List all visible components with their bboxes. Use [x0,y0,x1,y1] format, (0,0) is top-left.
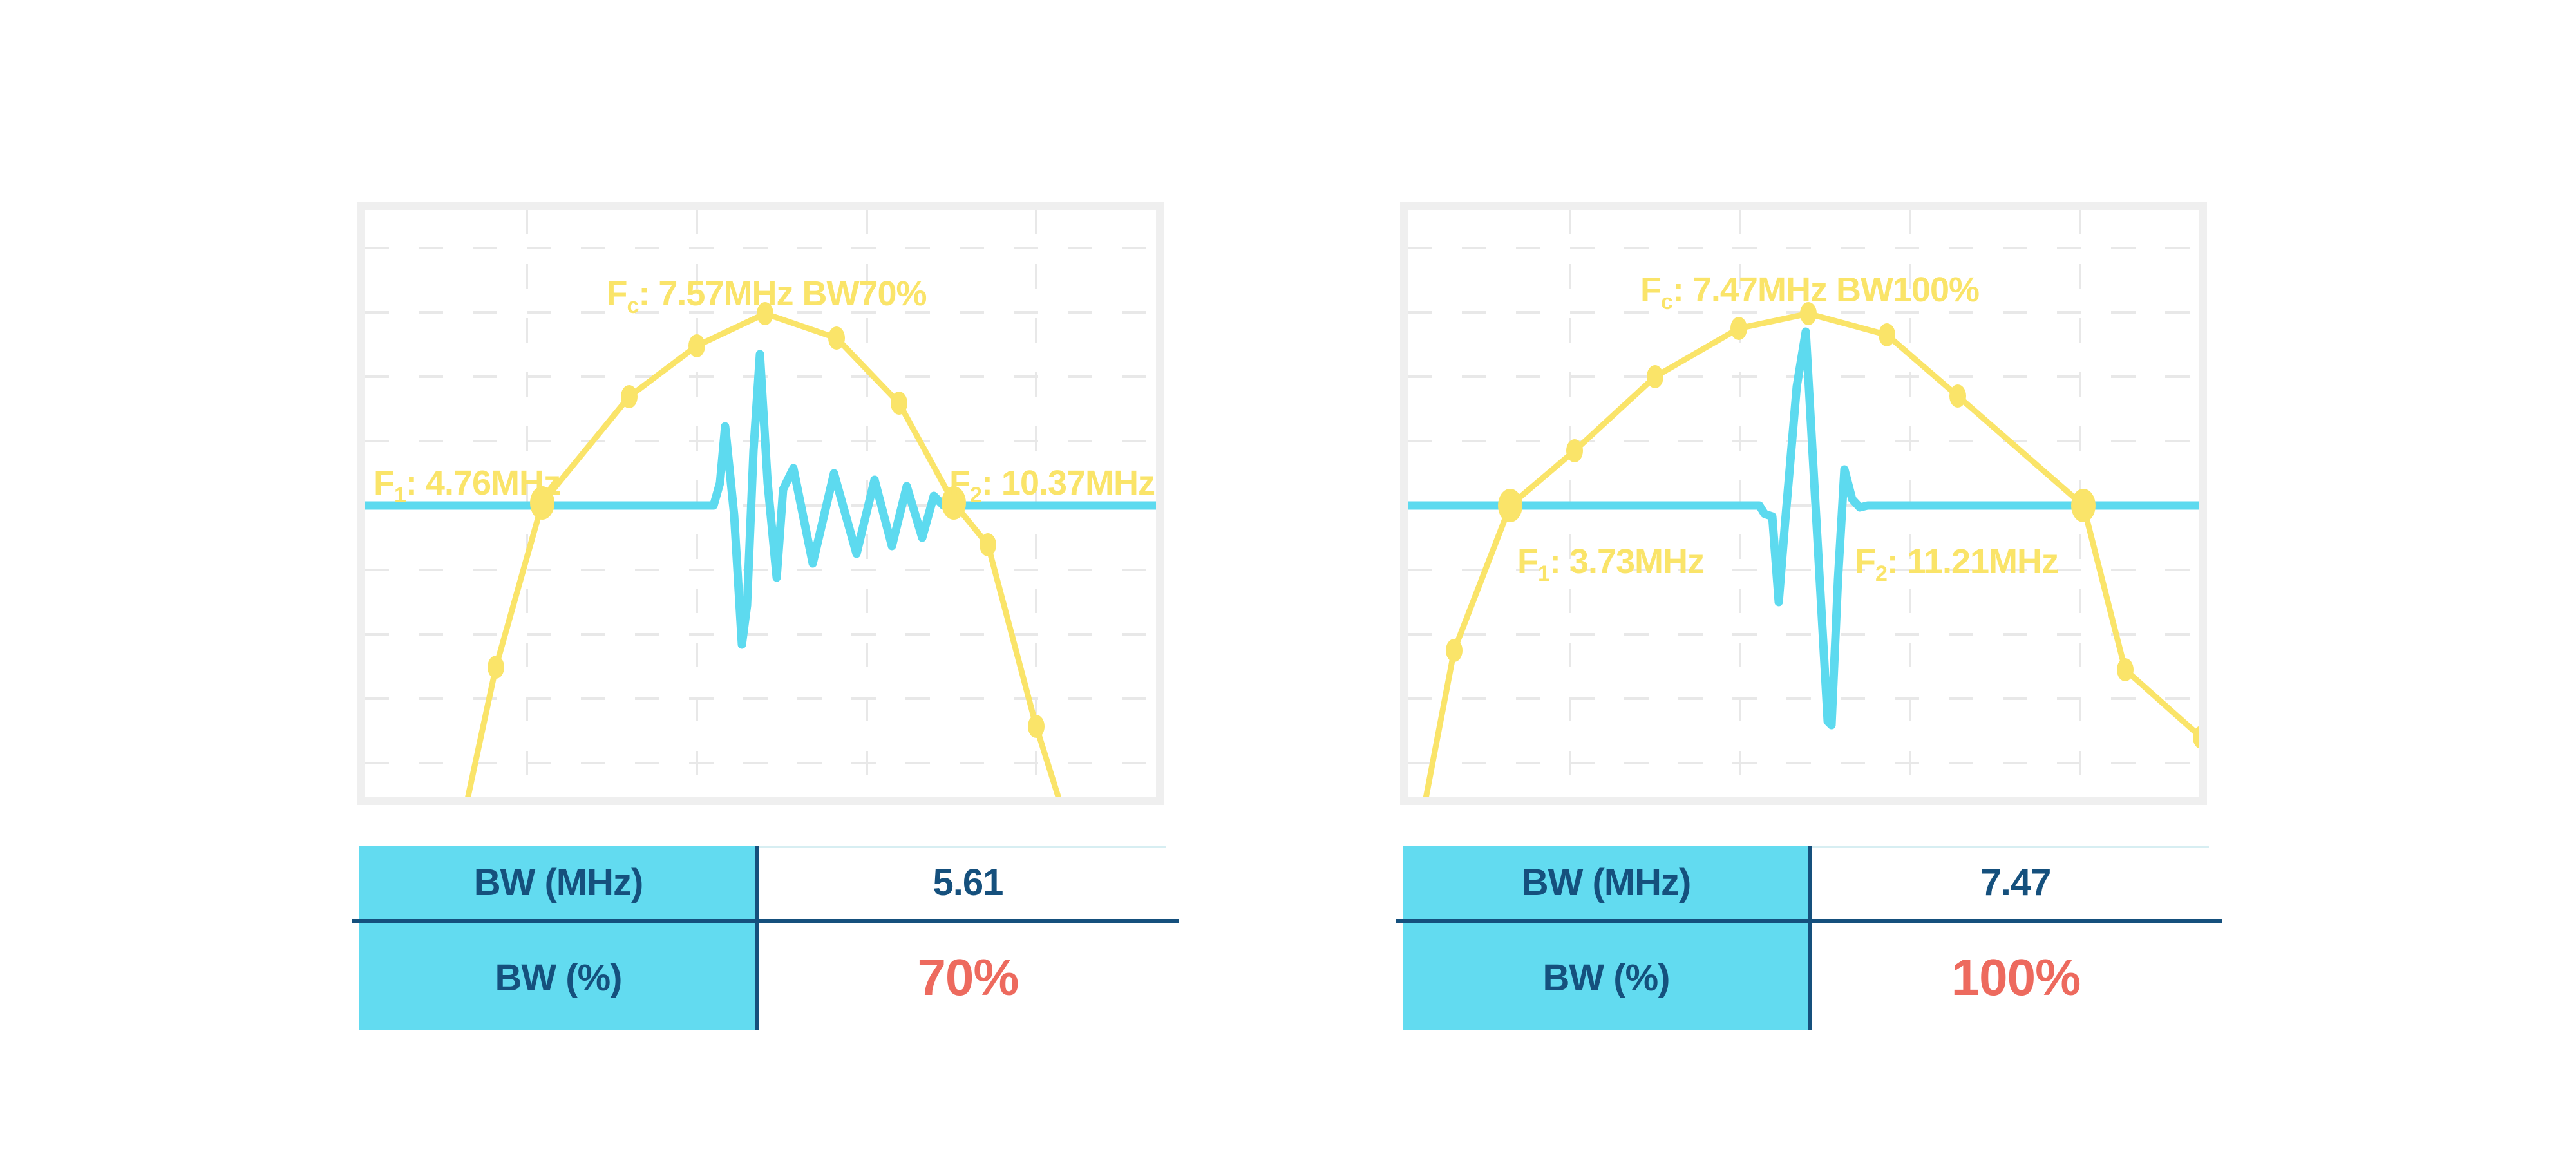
spectrum-plot-left: Fc: 7.57MHz BW70% F1: 4.76MHz F2: 10.37MHz [357,202,1164,805]
bw-mhz-value: 5.61 [933,862,1004,903]
table-label-column-bg [359,846,757,1030]
table-column-divider [1808,846,1812,1030]
bandwidth-table-left: BW (MHz) 5.61 BW (%) 70% [352,846,1179,1030]
chart-title: Fc: 7.47MHz BW100% [1640,270,1979,314]
f2-annotation: F2: 10.37MHz [949,464,1155,507]
f2-annotation: F2: 11.21MHz [1855,542,2058,586]
table-row-divider [352,919,1179,923]
bw-pct-label: BW (%) [495,956,623,999]
bw-pct-label: BW (%) [1542,956,1671,999]
chart-title: Fc: 7.57MHz BW70% [606,274,926,318]
bw-pct-value: 70% [917,949,1019,1006]
bw-pct-value: 100% [1951,949,2081,1006]
table-row-divider [1396,919,2222,923]
bw-mhz-label: BW (MHz) [473,862,644,903]
spectrum-chart-left: Fc: 7.57MHz BW70% F1: 4.76MHz F2: 10.37MHz [365,210,1156,797]
bw-mhz-value: 7.47 [1980,862,2052,903]
bandwidth-table-right: BW (MHz) 7.47 BW (%) 100% [1396,846,2222,1030]
table-top-border [1810,846,2209,848]
spectrum-chart-right: Fc: 7.47MHz BW100% F1: 3.73MHz F2: 11.21MH… [1408,210,2199,797]
table-label-column-bg [1403,846,1810,1030]
bw-mhz-label: BW (MHz) [1521,862,1692,903]
table-top-border [757,846,1166,848]
f1-annotation: F1: 4.76MHz [374,464,560,507]
f1-annotation: F1: 3.73MHz [1517,542,1704,586]
table-column-divider [755,846,759,1030]
spectrum-plot-right: Fc: 7.47MHz BW100% F1: 3.73MHz F2: 11.21MH… [1400,202,2207,805]
